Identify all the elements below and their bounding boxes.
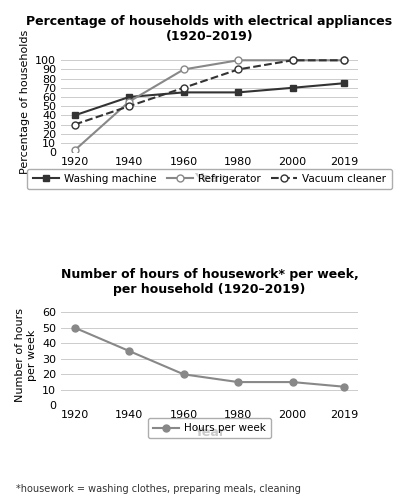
Legend: Hours per week: Hours per week xyxy=(148,418,271,438)
X-axis label: Year: Year xyxy=(194,426,225,439)
Text: *housework = washing clothes, preparing meals, cleaning: *housework = washing clothes, preparing … xyxy=(16,484,301,494)
X-axis label: Year: Year xyxy=(194,173,225,186)
Legend: Washing machine, Refrigerator, Vacuum cleaner: Washing machine, Refrigerator, Vacuum cl… xyxy=(27,169,392,189)
Title: Number of hours of housework* per week,
per household (1920–2019): Number of hours of housework* per week, … xyxy=(61,268,358,296)
Title: Percentage of households with electrical appliances
(1920–2019): Percentage of households with electrical… xyxy=(26,15,392,43)
Y-axis label: Number of hours
per week: Number of hours per week xyxy=(15,308,37,402)
Y-axis label: Percentage of households: Percentage of households xyxy=(20,29,30,174)
